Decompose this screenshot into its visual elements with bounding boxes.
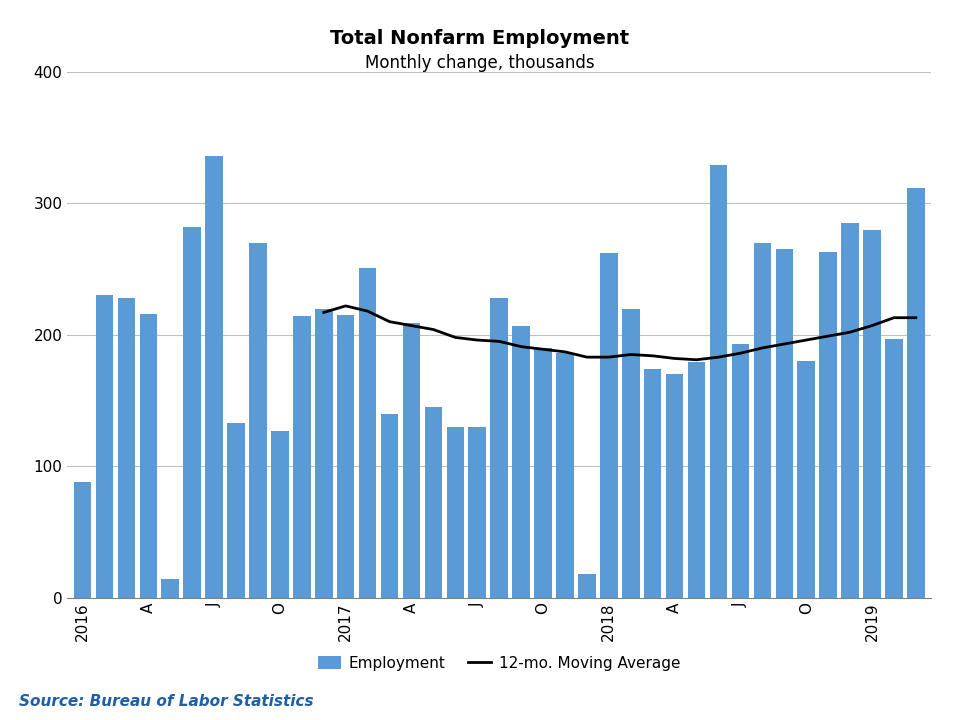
Bar xyxy=(622,308,639,598)
Bar xyxy=(183,227,201,598)
Bar xyxy=(578,574,596,598)
Bar xyxy=(337,315,354,598)
Text: Total Nonfarm Employment: Total Nonfarm Employment xyxy=(330,29,630,48)
Bar xyxy=(841,223,859,598)
Bar xyxy=(381,413,398,598)
Bar xyxy=(250,243,267,598)
Text: Monthly change, thousands: Monthly change, thousands xyxy=(365,54,595,72)
Bar xyxy=(205,156,223,598)
Bar xyxy=(315,308,332,598)
Bar xyxy=(535,348,552,598)
Bar xyxy=(96,295,113,598)
Bar xyxy=(556,354,574,598)
Text: Source: Bureau of Labor Statistics: Source: Bureau of Labor Statistics xyxy=(19,694,314,709)
Bar xyxy=(74,482,91,598)
Bar xyxy=(359,268,376,598)
Bar xyxy=(293,316,311,598)
Legend: Employment, 12-mo. Moving Average: Employment, 12-mo. Moving Average xyxy=(312,649,686,677)
Bar xyxy=(687,362,706,598)
Bar xyxy=(118,298,135,598)
Bar xyxy=(468,427,486,598)
Bar xyxy=(139,314,157,598)
Bar xyxy=(820,252,837,598)
Bar xyxy=(424,407,443,598)
Bar xyxy=(600,253,617,598)
Bar xyxy=(732,344,749,598)
Bar xyxy=(513,325,530,598)
Bar xyxy=(863,230,880,598)
Bar xyxy=(907,188,924,598)
Bar xyxy=(446,427,464,598)
Bar xyxy=(491,298,508,598)
Bar xyxy=(644,369,661,598)
Bar xyxy=(161,579,179,598)
Bar xyxy=(271,431,289,598)
Bar xyxy=(798,361,815,598)
Bar xyxy=(402,323,420,598)
Bar xyxy=(776,249,793,598)
Bar xyxy=(666,374,684,598)
Bar xyxy=(228,423,245,598)
Bar xyxy=(754,243,771,598)
Bar xyxy=(885,338,902,598)
Bar xyxy=(709,166,728,598)
